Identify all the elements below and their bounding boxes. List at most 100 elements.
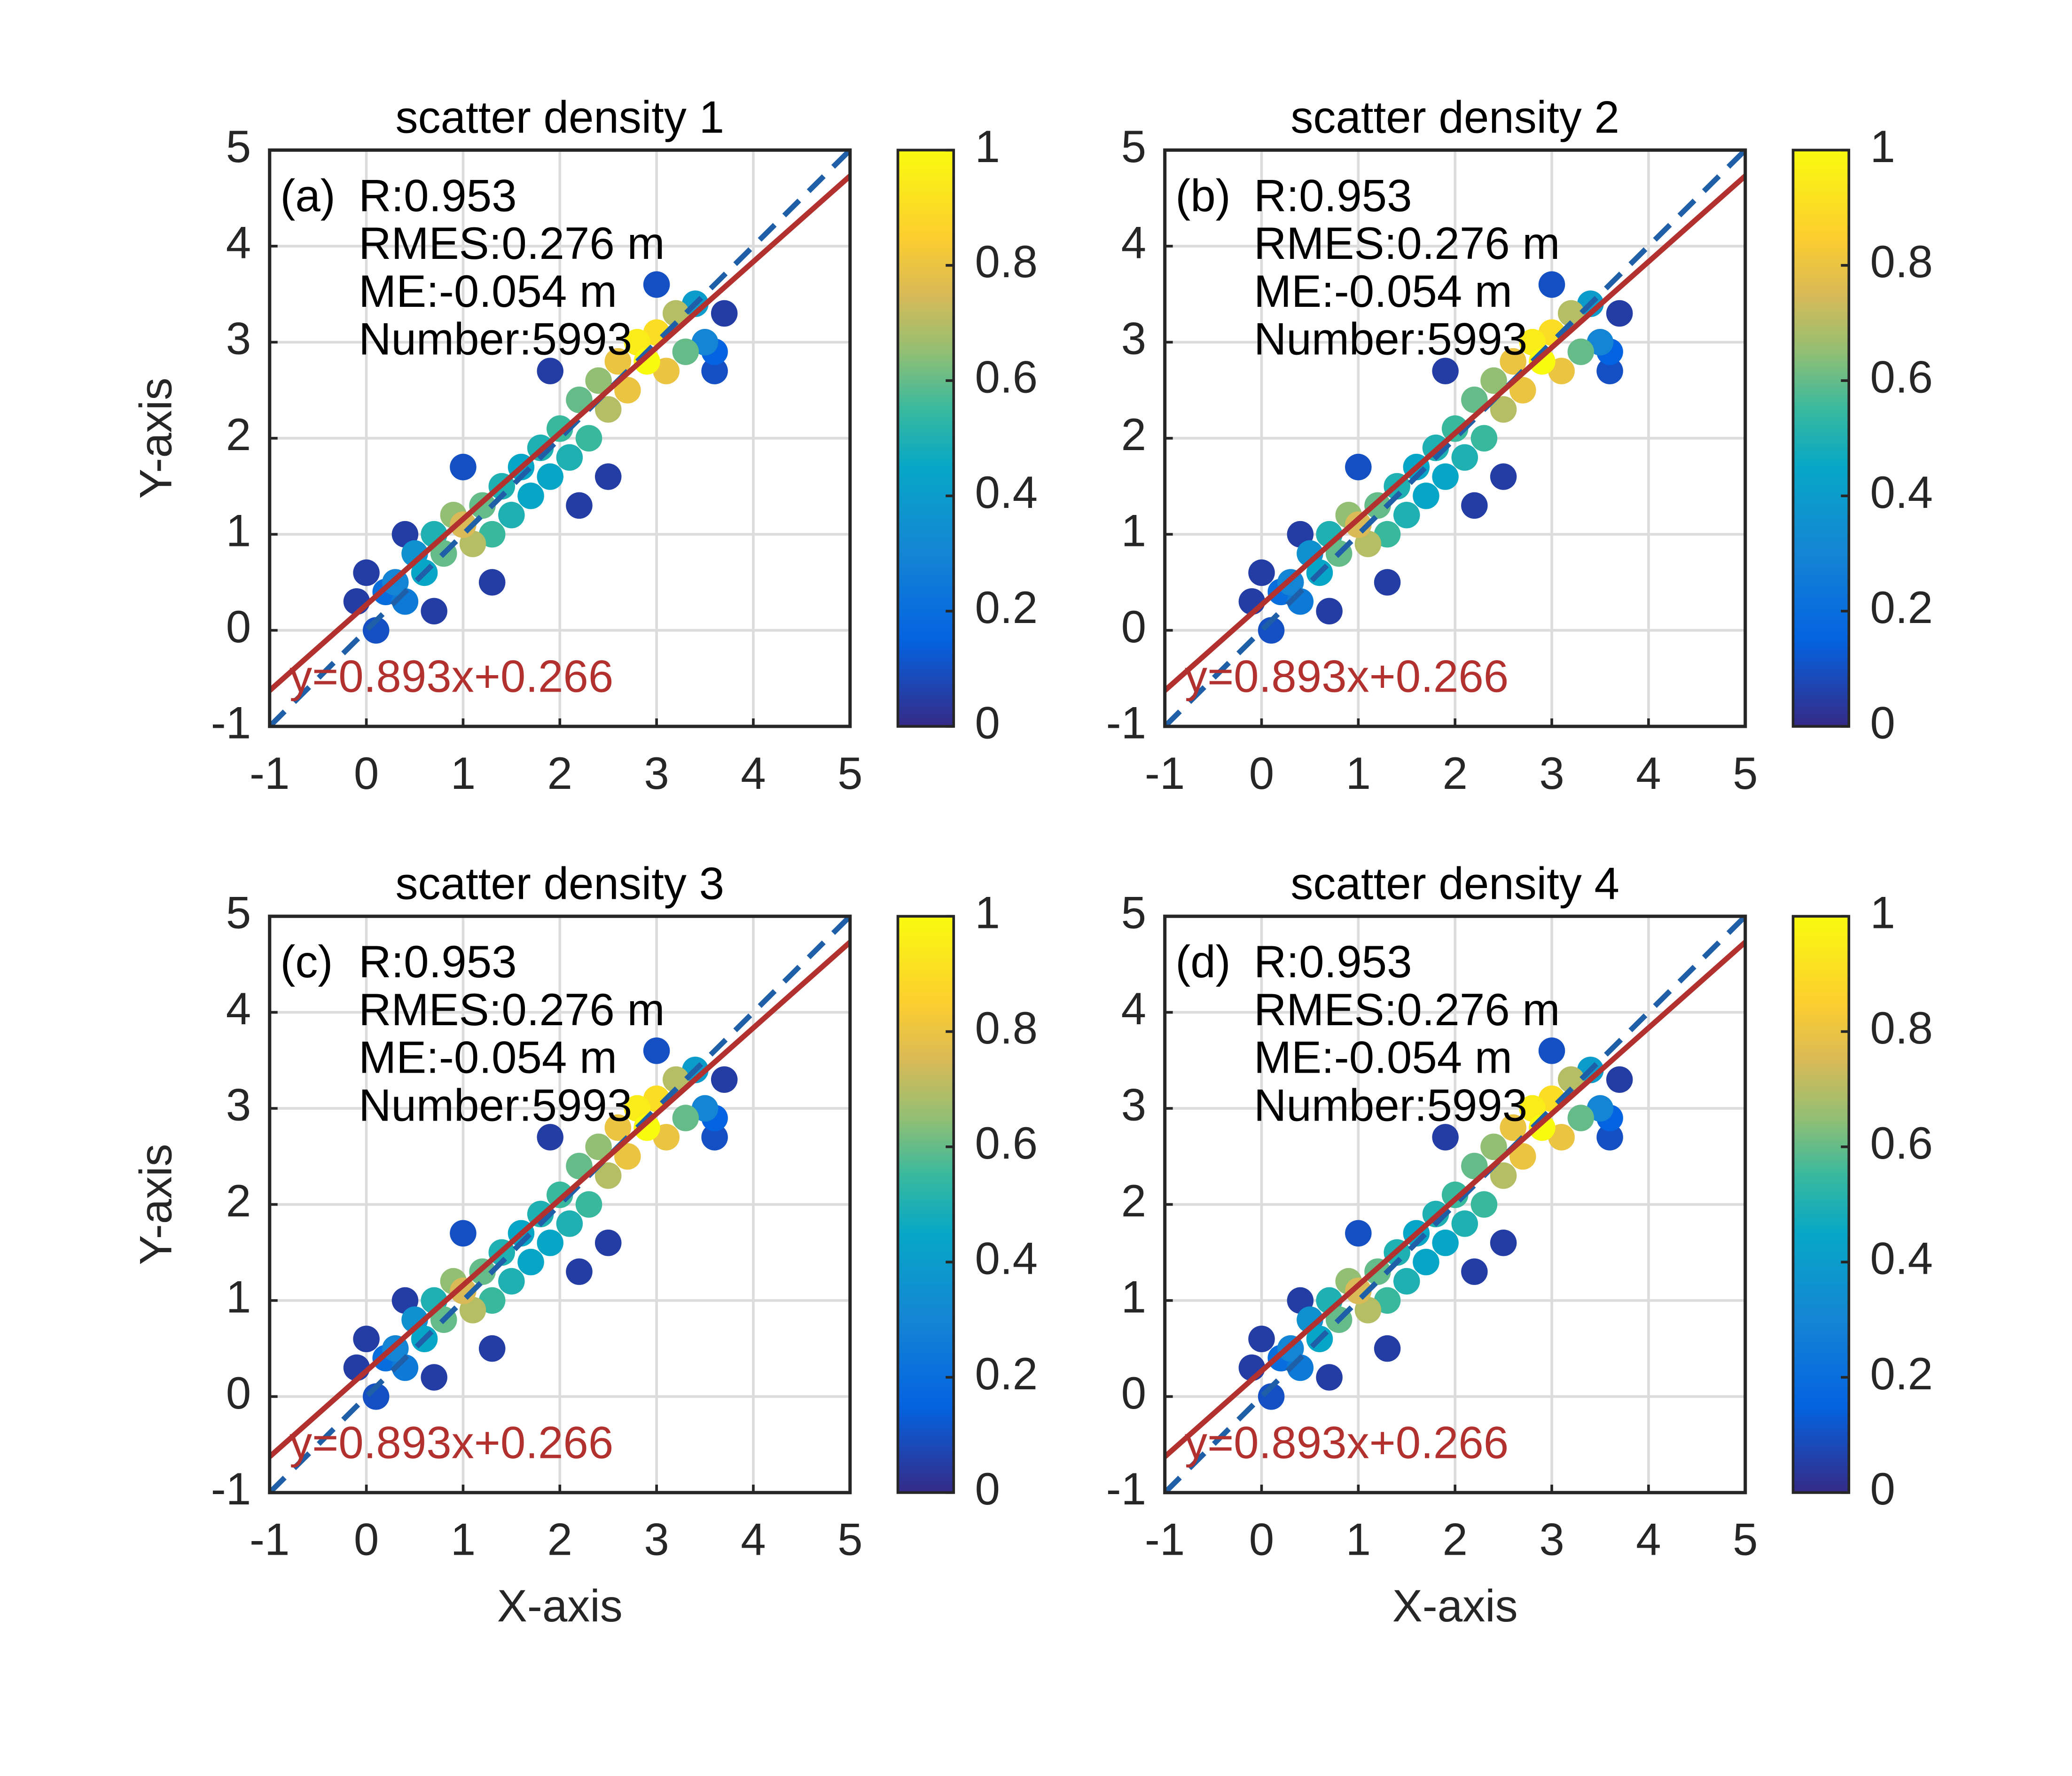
colorbar-tick-label: 0.8	[1870, 237, 1933, 287]
point	[1451, 1210, 1478, 1237]
point	[1374, 569, 1401, 596]
stat-text: ME:-0.054 m	[359, 1033, 617, 1083]
point	[1557, 300, 1585, 327]
panel: -1 0 1 2 3 4 5 -1 0 1 2 3 4 5 scatter density 4 (d) R:0.…	[1106, 858, 1933, 1631]
x-tick-label: 0	[1249, 748, 1274, 799]
point	[585, 367, 612, 394]
point	[1500, 1114, 1526, 1141]
y-tick-label: 4	[1121, 984, 1146, 1034]
y-tick-label: -1	[211, 698, 251, 748]
y-tick-label: 5	[1121, 888, 1146, 938]
x-tick-label: 2	[547, 1515, 572, 1565]
x-tick-label: 4	[741, 748, 766, 799]
stat-text: RMES:0.276 m	[1254, 985, 1560, 1035]
point	[1413, 1248, 1439, 1276]
fit-label: y=0.893x+0.266	[289, 652, 613, 702]
axes-frame	[1163, 148, 1747, 728]
point	[1316, 1364, 1343, 1391]
fit-label: y=0.893x+0.266	[1185, 1418, 1509, 1468]
x-tick-label: -1	[250, 748, 289, 799]
y-tick-label: 3	[1121, 314, 1146, 364]
point	[1248, 559, 1275, 586]
colorbar	[1793, 150, 1849, 727]
point	[1596, 1124, 1623, 1151]
point	[1490, 1162, 1517, 1189]
point	[1538, 1037, 1565, 1064]
point	[1316, 598, 1343, 624]
colorbar-tick-label: 1	[1870, 122, 1895, 172]
colorbar-tick-label: 0	[1870, 698, 1895, 748]
chart-title: scatter density 4	[1290, 858, 1619, 909]
fit-line	[269, 174, 850, 693]
x-tick-label: 1	[451, 1515, 476, 1565]
point	[353, 1325, 380, 1352]
point	[556, 1210, 583, 1237]
point	[1461, 492, 1488, 519]
point	[643, 271, 670, 298]
y-tick-label: 3	[1121, 1080, 1146, 1130]
colorbar-tick-label: 0.6	[975, 1118, 1038, 1168]
stat-text: Number:5993	[359, 1080, 632, 1130]
y-tick-label: 0	[1121, 1368, 1146, 1418]
point	[594, 1230, 622, 1256]
point	[1461, 386, 1488, 413]
point	[614, 377, 641, 404]
point	[566, 1258, 593, 1285]
colorbar-tick-label: 1	[975, 122, 1000, 172]
point	[701, 1124, 728, 1151]
x-tick-label: -1	[1145, 1515, 1185, 1565]
point	[421, 598, 447, 624]
point	[1538, 271, 1565, 298]
x-tick-label: 4	[1636, 748, 1661, 799]
x-tick-label: 4	[741, 1515, 766, 1565]
point	[575, 425, 602, 452]
point	[1557, 1066, 1585, 1093]
point	[672, 338, 699, 366]
x-tick-label: 1	[451, 748, 476, 799]
panel-label: (c)	[280, 937, 333, 987]
colorbar-tick-label: 0.4	[1870, 467, 1933, 518]
panel-label: (d)	[1175, 937, 1230, 987]
point	[1432, 463, 1459, 490]
colorbar-tick-label: 0.8	[1870, 1003, 1933, 1053]
point	[1596, 358, 1623, 384]
y-tick-label: 1	[1121, 1272, 1146, 1322]
point	[594, 396, 622, 423]
point	[604, 348, 632, 375]
x-tick-label: 2	[1442, 1515, 1467, 1565]
point	[556, 444, 583, 471]
colorbar-tick-label: 0.2	[1870, 1349, 1933, 1399]
y-tick-label: 5	[1121, 122, 1146, 172]
panel: -1 0 1 2 3 4 5 -1 0 1 2 3 4 5 scatter density 1 (a) R:0.…	[131, 93, 1038, 799]
point	[1509, 377, 1536, 404]
point	[1490, 396, 1517, 423]
chart-title: scatter density 3	[395, 858, 724, 909]
point	[537, 1230, 563, 1256]
stat-text: R:0.953	[1254, 171, 1412, 221]
y-tick-label: -1	[1106, 698, 1146, 748]
y-tick-label: 4	[226, 984, 251, 1034]
x-tick-label: 5	[837, 1515, 862, 1565]
colorbar-tick-label: 0.2	[1870, 583, 1933, 633]
fit-label: y=0.893x+0.266	[1185, 652, 1509, 702]
stat-text: ME:-0.054 m	[359, 266, 617, 317]
x-tick-label: 1	[1346, 1515, 1371, 1565]
colorbar-frame	[896, 915, 955, 1494]
y-tick-label: 2	[226, 1176, 251, 1226]
stat-text: R:0.953	[1254, 937, 1412, 987]
point	[614, 1143, 641, 1170]
point	[1461, 1153, 1488, 1179]
colorbar	[1793, 916, 1849, 1493]
point	[594, 463, 622, 490]
colorbar-tick-label: 0	[975, 698, 1000, 748]
fit-label: y=0.893x+0.266	[289, 1418, 613, 1468]
x-tick-label: 0	[1249, 1515, 1274, 1565]
point	[701, 358, 728, 384]
stat-text: ME:-0.054 m	[1254, 266, 1512, 317]
point	[498, 1268, 525, 1295]
point	[1393, 502, 1420, 529]
colorbar-tick-label: 0.8	[975, 1003, 1038, 1053]
y-tick-label: 3	[226, 1080, 251, 1130]
colorbar-tick-label: 0.4	[1870, 1234, 1933, 1284]
